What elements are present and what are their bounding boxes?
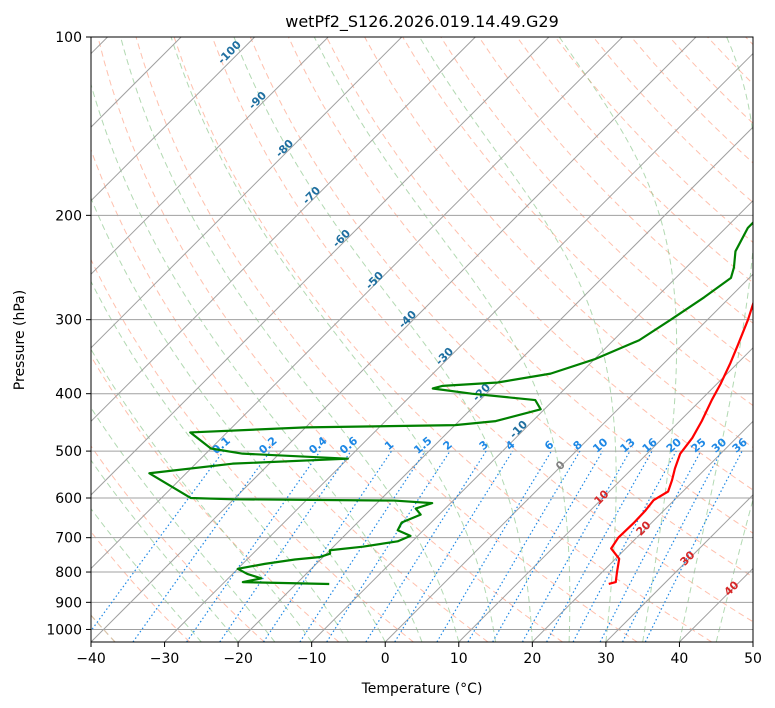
isotherm-line xyxy=(164,52,753,642)
isotherm-line xyxy=(311,199,753,642)
isotherm-line xyxy=(91,37,329,275)
moist-adiabat-line xyxy=(120,37,460,642)
dry-adiabat-line xyxy=(287,37,753,534)
isotherm-line xyxy=(531,420,753,642)
mixing-ratio-line xyxy=(572,450,677,642)
y-tick-label: 900 xyxy=(55,595,82,611)
moist-adiabat-line xyxy=(91,196,386,642)
mixing-ratio-line xyxy=(326,450,451,642)
y-axis-title: Pressure (hPa) xyxy=(12,290,28,390)
plot-area: 0.1 0.2 0.4 0.6 1 1.5 2 3 4 6 8 10 13 16 20 25 30 36-100-… xyxy=(91,37,753,642)
y-tick-label: 200 xyxy=(55,208,82,224)
moist-adiabat-line xyxy=(91,280,349,642)
y-tick-label: 600 xyxy=(55,491,82,507)
moist-adiabat-line xyxy=(715,497,753,642)
x-axis: −40 −30 −20 −10 0 10 20 30 40 50 xyxy=(76,642,762,667)
mixing-ratio-line xyxy=(299,450,426,642)
dry-adiabat-line xyxy=(91,445,265,642)
mixing-ratio-line xyxy=(263,450,393,642)
x-tick-label: 40 xyxy=(671,651,689,667)
moist-adiabat-line xyxy=(419,37,617,642)
y-tick-label: 500 xyxy=(55,444,82,460)
isotherm-line xyxy=(605,494,753,642)
y-tick-label: 100 xyxy=(55,30,82,46)
dry-adiabat-line xyxy=(91,355,340,642)
mixing-ratio-line xyxy=(132,450,271,642)
x-axis-title: Temperature (°C) xyxy=(361,681,483,697)
isotherm-line xyxy=(91,37,476,423)
isotherm-line xyxy=(91,37,697,642)
x-tick-label: 0 xyxy=(381,651,390,667)
chart-title: wetPf2_S126.2026.019.14.49.G29 xyxy=(285,12,559,32)
temperature-profile-line xyxy=(608,300,753,586)
isotherm-line xyxy=(91,37,623,570)
x-tick-label: −40 xyxy=(76,651,106,667)
mixing-ratio-line xyxy=(219,450,352,642)
dry-adiabat-line xyxy=(91,258,414,642)
y-tick-label: 700 xyxy=(55,531,82,547)
x-tick-label: −20 xyxy=(223,651,253,667)
x-tick-label: 50 xyxy=(744,651,762,667)
mixing-ratio-line xyxy=(521,450,631,642)
dewpoint-profile-line xyxy=(148,221,753,586)
moist-adiabat-line xyxy=(91,406,276,642)
dry-adiabat-line xyxy=(173,37,713,642)
x-tick-label: −30 xyxy=(150,651,180,667)
plot-frame xyxy=(90,36,754,643)
dry-adiabat-line xyxy=(211,37,753,623)
isotherm-line xyxy=(91,37,403,349)
isotherm-line xyxy=(384,273,753,642)
dry-adiabat-line xyxy=(135,37,638,642)
y-tick-label: 400 xyxy=(55,387,82,403)
moist-adiabat-line xyxy=(91,82,423,642)
dry-adiabat-line xyxy=(97,37,563,642)
moist-adiabat-line xyxy=(233,37,533,642)
x-tick-label: 30 xyxy=(597,651,615,667)
x-tick-label: 20 xyxy=(523,651,541,667)
mixing-ratio-line xyxy=(644,450,743,642)
mixing-ratio-line xyxy=(546,450,653,642)
moist-adiabat-line xyxy=(678,37,753,642)
dry-adiabat-line xyxy=(326,37,753,491)
y-tick-label: 300 xyxy=(55,313,82,329)
moist-adiabat-line xyxy=(170,37,497,642)
mixing-ratio-line xyxy=(394,450,514,642)
isotherm-line xyxy=(237,126,753,642)
x-tick-label: 10 xyxy=(450,651,468,667)
moist-adiabat-line xyxy=(91,459,239,642)
mixing-ratio-line xyxy=(186,450,321,642)
isotherm-line xyxy=(458,347,753,642)
x-tick-label: −10 xyxy=(297,651,327,667)
dry-adiabat-line xyxy=(249,37,753,578)
y-tick-label: 800 xyxy=(55,565,82,581)
y-axis: 100 200 300 400 500 600 700 800 900 1000 xyxy=(46,30,91,638)
isotherm-line xyxy=(91,37,550,496)
moist-adiabat-line xyxy=(91,507,202,642)
mixing-ratio-line xyxy=(91,450,225,632)
y-tick-label: 1000 xyxy=(46,622,82,638)
isotherm-line xyxy=(91,37,256,202)
